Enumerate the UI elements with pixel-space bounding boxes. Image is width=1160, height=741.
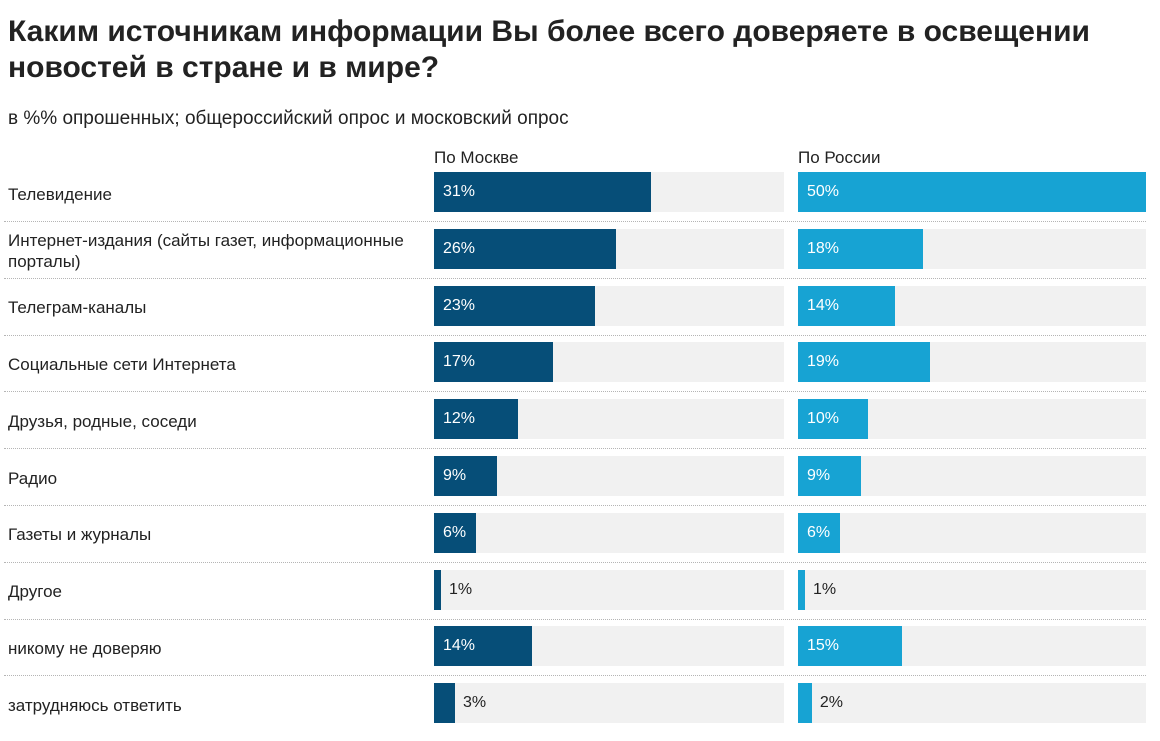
chart-row: Телеграм-каналы 23% 14% (0, 280, 1160, 336)
chart-row: Социальные сети Интернета 17% 19% (0, 336, 1160, 393)
category-label: Телевидение (8, 184, 112, 204)
column-header-moscow: По Москве (434, 148, 519, 167)
bar-track-moscow: 26% (434, 228, 784, 269)
row-divider (4, 675, 1146, 677)
bar-track-russia: 50% (798, 172, 1146, 212)
chart-row: затрудняюсь ответить 3% 2% (0, 677, 1160, 733)
category-label: затрудняюсь ответить (8, 695, 182, 715)
category-label: Радио (8, 468, 58, 488)
bar-track-russia: 19% (798, 342, 1146, 383)
bar-track-moscow: 12% (434, 399, 784, 440)
bar-track-moscow: 6% (434, 512, 784, 553)
chart-row: никому не доверяю 14% 15% (0, 620, 1160, 677)
bar-moscow (434, 285, 595, 326)
bar-track-russia: 1% (798, 569, 1146, 610)
bar-moscow (434, 228, 616, 269)
chart-row: Радио 9% 9% (0, 450, 1160, 506)
bar-russia (798, 569, 805, 610)
bar-moscow (434, 342, 553, 383)
bar-russia (798, 456, 861, 496)
data-label-moscow: 9% (443, 467, 467, 484)
bar-moscow (434, 456, 497, 496)
bar-moscow (434, 399, 518, 440)
category-label: никому не доверяю (8, 638, 162, 658)
category-label: Другое (8, 582, 63, 602)
data-label-moscow: 23% (443, 296, 476, 314)
data-label-russia: 18% (807, 239, 840, 257)
chart-row: Телевидение 31% 50% (0, 166, 1160, 222)
bar-russia (798, 342, 931, 383)
data-label-moscow: 14% (443, 637, 476, 655)
row-divider (4, 561, 1146, 563)
chart-title: Каким источникам информации Вы более все… (8, 15, 1090, 84)
row-divider (4, 618, 1146, 620)
data-label-moscow: 12% (443, 410, 476, 428)
chart-row: Другое 1% 1% (0, 564, 1160, 620)
bar-track-moscow: 3% (434, 683, 784, 724)
data-label-moscow: 17% (443, 353, 476, 371)
data-label-russia: 6% (807, 523, 831, 541)
bar-track-russia: 10% (798, 399, 1146, 440)
bar-russia (798, 172, 1146, 212)
bar-track-moscow: 14% (434, 626, 784, 667)
data-label-russia: 2% (819, 694, 844, 712)
chart-row: Интернет-издания (сайты газет, информаци… (0, 223, 1160, 279)
data-label-russia: 1% (812, 580, 837, 598)
bar-russia (798, 228, 924, 269)
bar-track-russia: 9% (798, 456, 1146, 496)
bar-russia (798, 683, 812, 724)
row-divider (4, 391, 1146, 393)
bar-track-moscow: 1% (434, 569, 784, 610)
data-label-moscow: 6% (443, 523, 467, 541)
bar-track-moscow: 31% (434, 172, 784, 212)
bar-moscow (434, 626, 532, 667)
category-label: Телеграм-каналы (8, 298, 147, 318)
bar-moscow (434, 512, 476, 553)
category-label: Газеты и журналы (8, 525, 152, 545)
row-divider (4, 277, 1146, 279)
bar-track-russia: 2% (798, 683, 1146, 724)
bar-moscow (434, 569, 441, 610)
bar-track-russia: 15% (798, 626, 1146, 667)
data-label-moscow: 1% (449, 580, 473, 598)
bar-russia (798, 399, 868, 440)
category-label: Социальные сети Интернета (8, 354, 236, 374)
data-label-moscow: 3% (463, 694, 487, 712)
bar-track-russia: 18% (798, 228, 1146, 269)
category-label: Друзья, родные, соседи (8, 411, 197, 431)
category-label: Интернет-издания (сайты газет, информаци… (8, 230, 404, 271)
bar-russia (798, 626, 903, 667)
data-label-russia: 10% (807, 410, 840, 428)
bar-russia (798, 285, 896, 326)
data-label-russia: 19% (807, 353, 840, 371)
row-divider (4, 221, 1146, 222)
bar-track-moscow: 17% (434, 342, 784, 383)
data-label-moscow: 31% (443, 183, 476, 200)
column-header-russia: По России (798, 148, 881, 167)
bar-track-russia: 14% (798, 285, 1146, 326)
bar-russia (798, 512, 840, 553)
data-label-russia: 14% (807, 296, 840, 314)
data-label-russia: 9% (807, 467, 831, 484)
chart-subtitle: в %% опрошенных; общероссийский опрос и … (8, 108, 569, 129)
row-divider (4, 448, 1146, 450)
bar-moscow (434, 172, 651, 212)
data-label-russia: 50% (807, 183, 840, 200)
bar-moscow (434, 683, 455, 724)
row-divider (4, 334, 1146, 336)
data-label-russia: 15% (807, 637, 840, 655)
chart-row: Газеты и журналы 6% 6% (0, 507, 1160, 563)
chart-row: Друзья, родные, соседи 12% 10% (0, 393, 1160, 450)
bar-track-moscow: 9% (434, 456, 784, 496)
bar-track-russia: 6% (798, 512, 1146, 553)
row-divider (4, 505, 1146, 506)
data-label-moscow: 26% (443, 239, 476, 257)
bar-track-moscow: 23% (434, 285, 784, 326)
